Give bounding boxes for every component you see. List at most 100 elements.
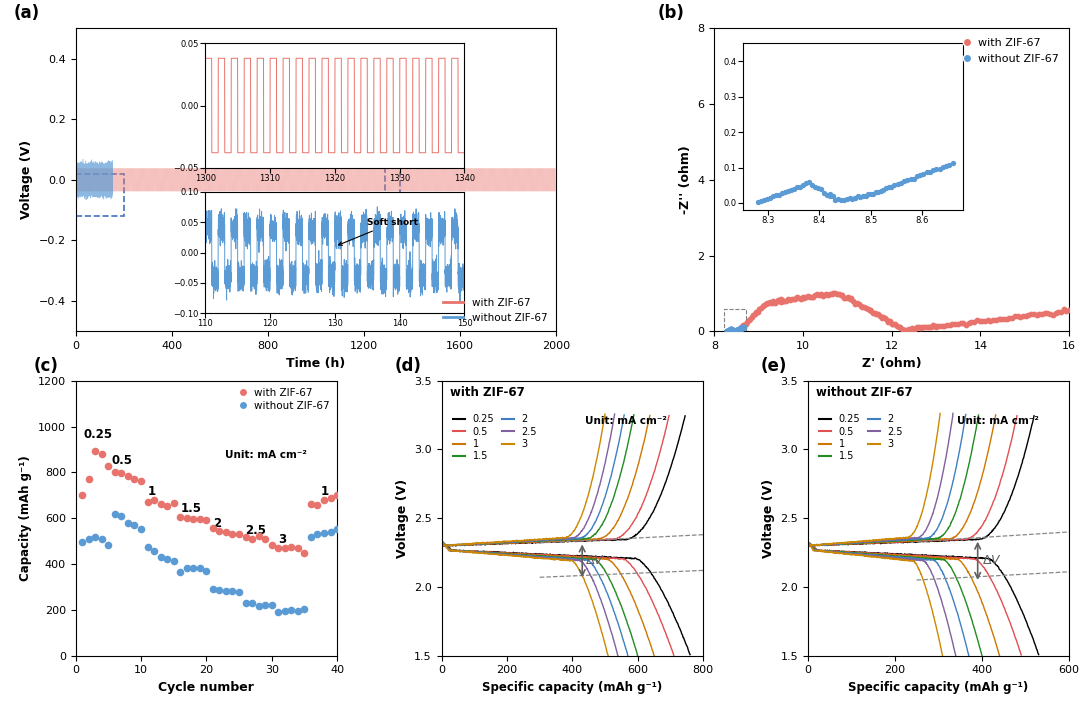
- Point: [724, 324, 741, 336]
- Point: [315, 495, 333, 506]
- Point: [99, 539, 117, 550]
- Point: [1047, 307, 1064, 318]
- Point: [309, 528, 326, 539]
- Point: [883, 318, 901, 329]
- Bar: [724, 309, 746, 333]
- Point: [861, 305, 878, 316]
- Point: [836, 292, 853, 303]
- Point: [264, 599, 281, 611]
- Point: [1052, 307, 1069, 318]
- Point: [733, 322, 751, 333]
- Point: [731, 324, 748, 335]
- Point: [237, 597, 254, 608]
- Point: [781, 294, 798, 305]
- Point: [730, 324, 747, 335]
- Point: [283, 605, 300, 616]
- Point: [1025, 308, 1042, 319]
- Legend: 0.25, 0.5, 1, 1.5, 2, 2.5, 3: 0.25, 0.5, 1, 1.5, 2, 2.5, 3: [449, 410, 541, 465]
- Point: [807, 289, 824, 300]
- Point: [761, 296, 779, 307]
- Point: [801, 292, 819, 303]
- Point: [1030, 308, 1048, 319]
- Point: [729, 324, 746, 336]
- Point: [328, 523, 346, 534]
- Point: [791, 292, 808, 303]
- Point: [1057, 305, 1075, 317]
- Point: [774, 295, 792, 307]
- Point: [729, 324, 746, 336]
- Point: [725, 325, 742, 336]
- Point: [1028, 309, 1045, 321]
- Point: [745, 309, 762, 321]
- Point: [872, 310, 889, 321]
- Point: [928, 320, 945, 331]
- Point: [106, 466, 123, 477]
- Point: [949, 319, 967, 330]
- Point: [1017, 310, 1035, 321]
- Point: [125, 519, 143, 530]
- Point: [933, 320, 950, 331]
- Text: 3: 3: [279, 534, 286, 546]
- Text: 1.5: 1.5: [180, 503, 201, 515]
- Point: [828, 289, 846, 300]
- Text: (c): (c): [33, 357, 58, 375]
- Point: [1055, 304, 1072, 315]
- Point: [855, 302, 873, 313]
- Point: [211, 526, 228, 537]
- Point: [755, 300, 772, 311]
- Point: [985, 314, 1002, 326]
- Point: [204, 583, 221, 594]
- Point: [750, 306, 767, 317]
- Y-axis label: Voltage (V): Voltage (V): [395, 479, 408, 558]
- Point: [1012, 312, 1029, 323]
- Point: [230, 528, 247, 539]
- Bar: [386, 161, 400, 198]
- Point: [729, 324, 746, 336]
- Point: [946, 319, 963, 330]
- Point: [119, 517, 136, 529]
- Point: [80, 533, 97, 544]
- Point: [772, 294, 789, 305]
- Point: [771, 294, 788, 305]
- Point: [718, 326, 735, 337]
- Point: [831, 288, 848, 299]
- Point: [178, 512, 195, 523]
- Point: [864, 307, 881, 319]
- Point: [249, 601, 267, 612]
- Point: [727, 325, 744, 336]
- Point: [724, 325, 741, 336]
- Point: [328, 489, 346, 501]
- Point: [731, 323, 748, 334]
- Point: [852, 300, 869, 311]
- Point: [730, 324, 747, 336]
- Point: [737, 318, 754, 329]
- Point: [743, 312, 760, 323]
- Point: [974, 315, 991, 326]
- Point: [850, 298, 867, 309]
- Point: [998, 313, 1015, 324]
- Point: [257, 533, 274, 544]
- Point: [788, 291, 806, 302]
- Point: [895, 324, 913, 336]
- Point: [805, 291, 822, 302]
- Point: [322, 492, 339, 503]
- Point: [230, 587, 247, 598]
- Point: [841, 293, 859, 305]
- Point: [901, 323, 918, 334]
- Y-axis label: Voltage (V): Voltage (V): [761, 479, 774, 558]
- Point: [198, 565, 215, 576]
- Point: [969, 315, 986, 326]
- Point: [727, 325, 744, 336]
- Point: [740, 314, 757, 326]
- Point: [302, 532, 320, 543]
- Text: 1: 1: [321, 485, 328, 498]
- Point: [99, 460, 117, 471]
- Point: [785, 293, 802, 305]
- Point: [765, 295, 782, 307]
- Point: [276, 606, 294, 617]
- Point: [112, 467, 130, 479]
- Point: [955, 317, 972, 329]
- Point: [1061, 304, 1078, 315]
- Y-axis label: -Z'' (ohm): -Z'' (ohm): [679, 145, 692, 214]
- X-axis label: Z' (ohm): Z' (ohm): [862, 357, 921, 369]
